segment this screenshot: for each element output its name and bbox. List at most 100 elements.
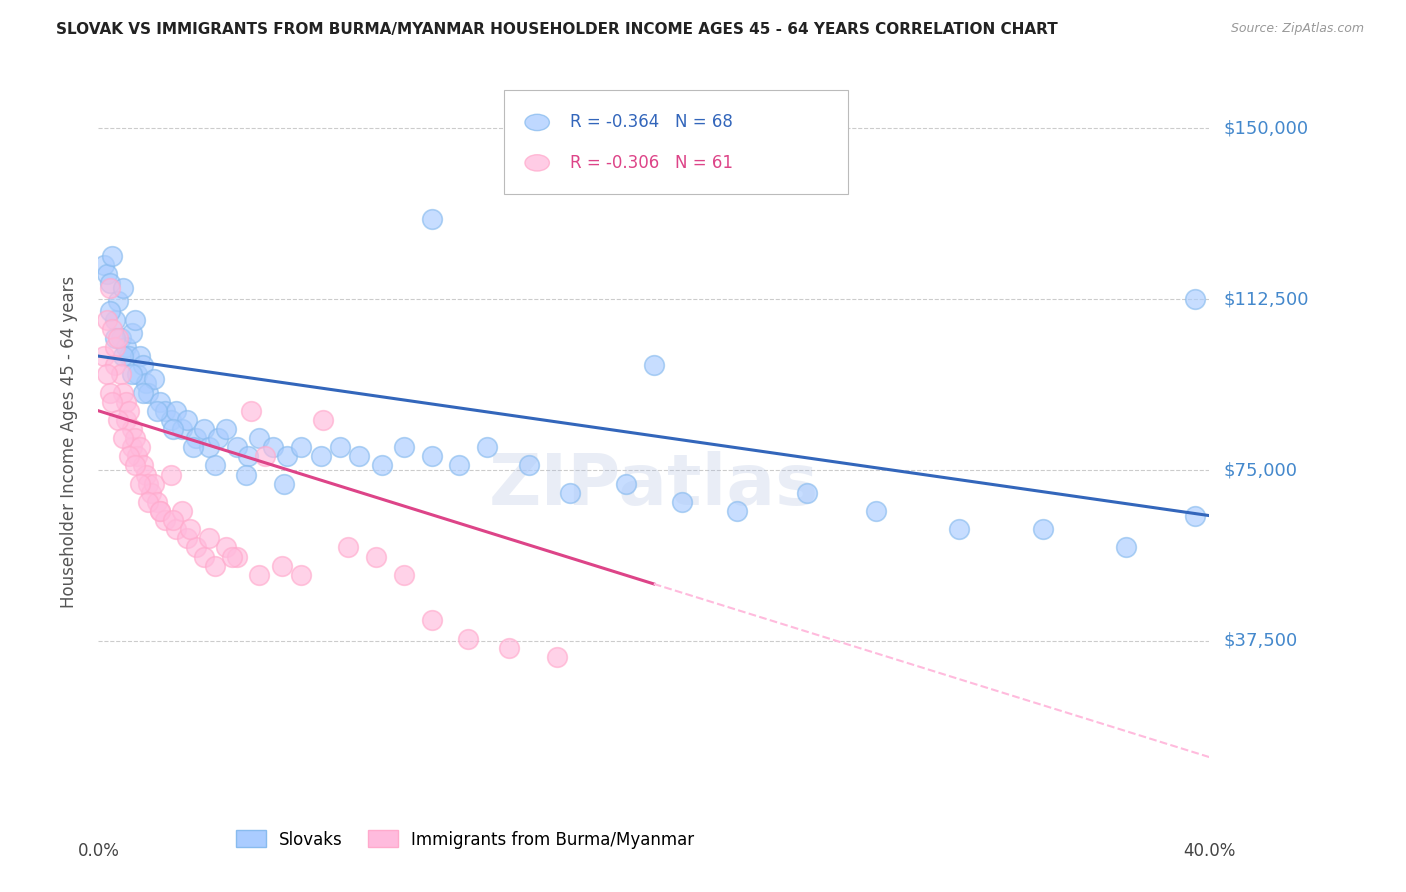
Point [129, 476, 152, 491]
Point [517, 458, 540, 473]
Point [221, 549, 243, 564]
Point [193, 549, 215, 564]
Point [162, 422, 184, 436]
Point [93, 258, 115, 272]
Legend: Slovaks, Immigrants from Burma/Myanmar: Slovaks, Immigrants from Burma/Myanmar [229, 823, 702, 855]
Point [198, 440, 221, 454]
Point [93, 349, 115, 363]
Point [98, 303, 121, 318]
Point [312, 413, 335, 427]
Point [132, 385, 155, 400]
Point [179, 522, 201, 536]
Point [96, 267, 118, 281]
Point [329, 440, 352, 454]
Point [204, 458, 226, 473]
Point [107, 413, 129, 427]
Point [273, 476, 295, 491]
Point [165, 522, 187, 536]
Point [170, 504, 193, 518]
Point [98, 281, 121, 295]
Point [115, 394, 138, 409]
Point [153, 513, 176, 527]
Point [546, 649, 568, 664]
Point [614, 476, 637, 491]
Point [290, 440, 312, 454]
Point [176, 532, 198, 546]
Point [118, 349, 141, 363]
Point [129, 440, 152, 454]
Point [249, 431, 271, 445]
Point [184, 431, 207, 445]
Point [276, 450, 298, 464]
Point [290, 567, 312, 582]
Point [127, 368, 149, 382]
Point [138, 476, 160, 491]
Point [159, 413, 181, 427]
Point [204, 558, 226, 573]
Point [118, 450, 141, 464]
Text: $112,500: $112,500 [1223, 290, 1309, 308]
Point [170, 422, 193, 436]
Point [165, 404, 187, 418]
Point [135, 376, 157, 391]
Point [193, 422, 215, 436]
Point [1184, 508, 1206, 523]
Point [153, 404, 176, 418]
Text: R = -0.306   N = 61: R = -0.306 N = 61 [571, 153, 734, 172]
Point [215, 422, 238, 436]
Text: 40.0%: 40.0% [1182, 842, 1236, 860]
Point [115, 413, 138, 427]
Point [145, 495, 167, 509]
Point [162, 513, 184, 527]
Point [110, 368, 132, 382]
Point [181, 440, 204, 454]
Point [948, 522, 970, 536]
Point [148, 504, 170, 518]
Point [420, 450, 443, 464]
Point [184, 541, 207, 555]
Point [370, 458, 392, 473]
Point [560, 485, 582, 500]
Point [148, 394, 170, 409]
Point [643, 358, 665, 372]
Point [392, 567, 415, 582]
Point [226, 549, 249, 564]
Point [96, 368, 118, 382]
Point [475, 440, 499, 454]
Point [132, 458, 155, 473]
Text: SLOVAK VS IMMIGRANTS FROM BURMA/MYANMAR HOUSEHOLDER INCOME AGES 45 - 64 YEARS CO: SLOVAK VS IMMIGRANTS FROM BURMA/MYANMAR … [56, 22, 1057, 37]
Y-axis label: Householder Income Ages 45 - 64 years: Householder Income Ages 45 - 64 years [59, 276, 77, 607]
Point [121, 422, 143, 436]
Point [112, 349, 135, 363]
Point [238, 450, 260, 464]
Point [235, 467, 257, 482]
Point [101, 249, 124, 263]
Text: R = -0.364   N = 68: R = -0.364 N = 68 [571, 113, 734, 131]
Point [110, 331, 132, 345]
Point [176, 413, 198, 427]
Point [207, 431, 229, 445]
Text: $150,000: $150,000 [1223, 120, 1308, 137]
Point [1032, 522, 1054, 536]
Point [104, 358, 127, 372]
Point [124, 312, 146, 326]
Point [104, 312, 127, 326]
Point [124, 431, 146, 445]
Circle shape [524, 154, 550, 171]
Point [420, 212, 443, 227]
Point [337, 541, 360, 555]
Text: Source: ZipAtlas.com: Source: ZipAtlas.com [1230, 22, 1364, 36]
Point [112, 385, 135, 400]
Point [671, 495, 693, 509]
Point [115, 340, 138, 354]
Point [143, 476, 166, 491]
Point [112, 431, 135, 445]
Text: ZIPatlas: ZIPatlas [489, 451, 818, 520]
Point [138, 385, 160, 400]
Point [392, 440, 415, 454]
Point [226, 440, 249, 454]
Point [124, 458, 146, 473]
Point [121, 326, 143, 341]
Text: 0.0%: 0.0% [77, 842, 120, 860]
Point [159, 467, 181, 482]
